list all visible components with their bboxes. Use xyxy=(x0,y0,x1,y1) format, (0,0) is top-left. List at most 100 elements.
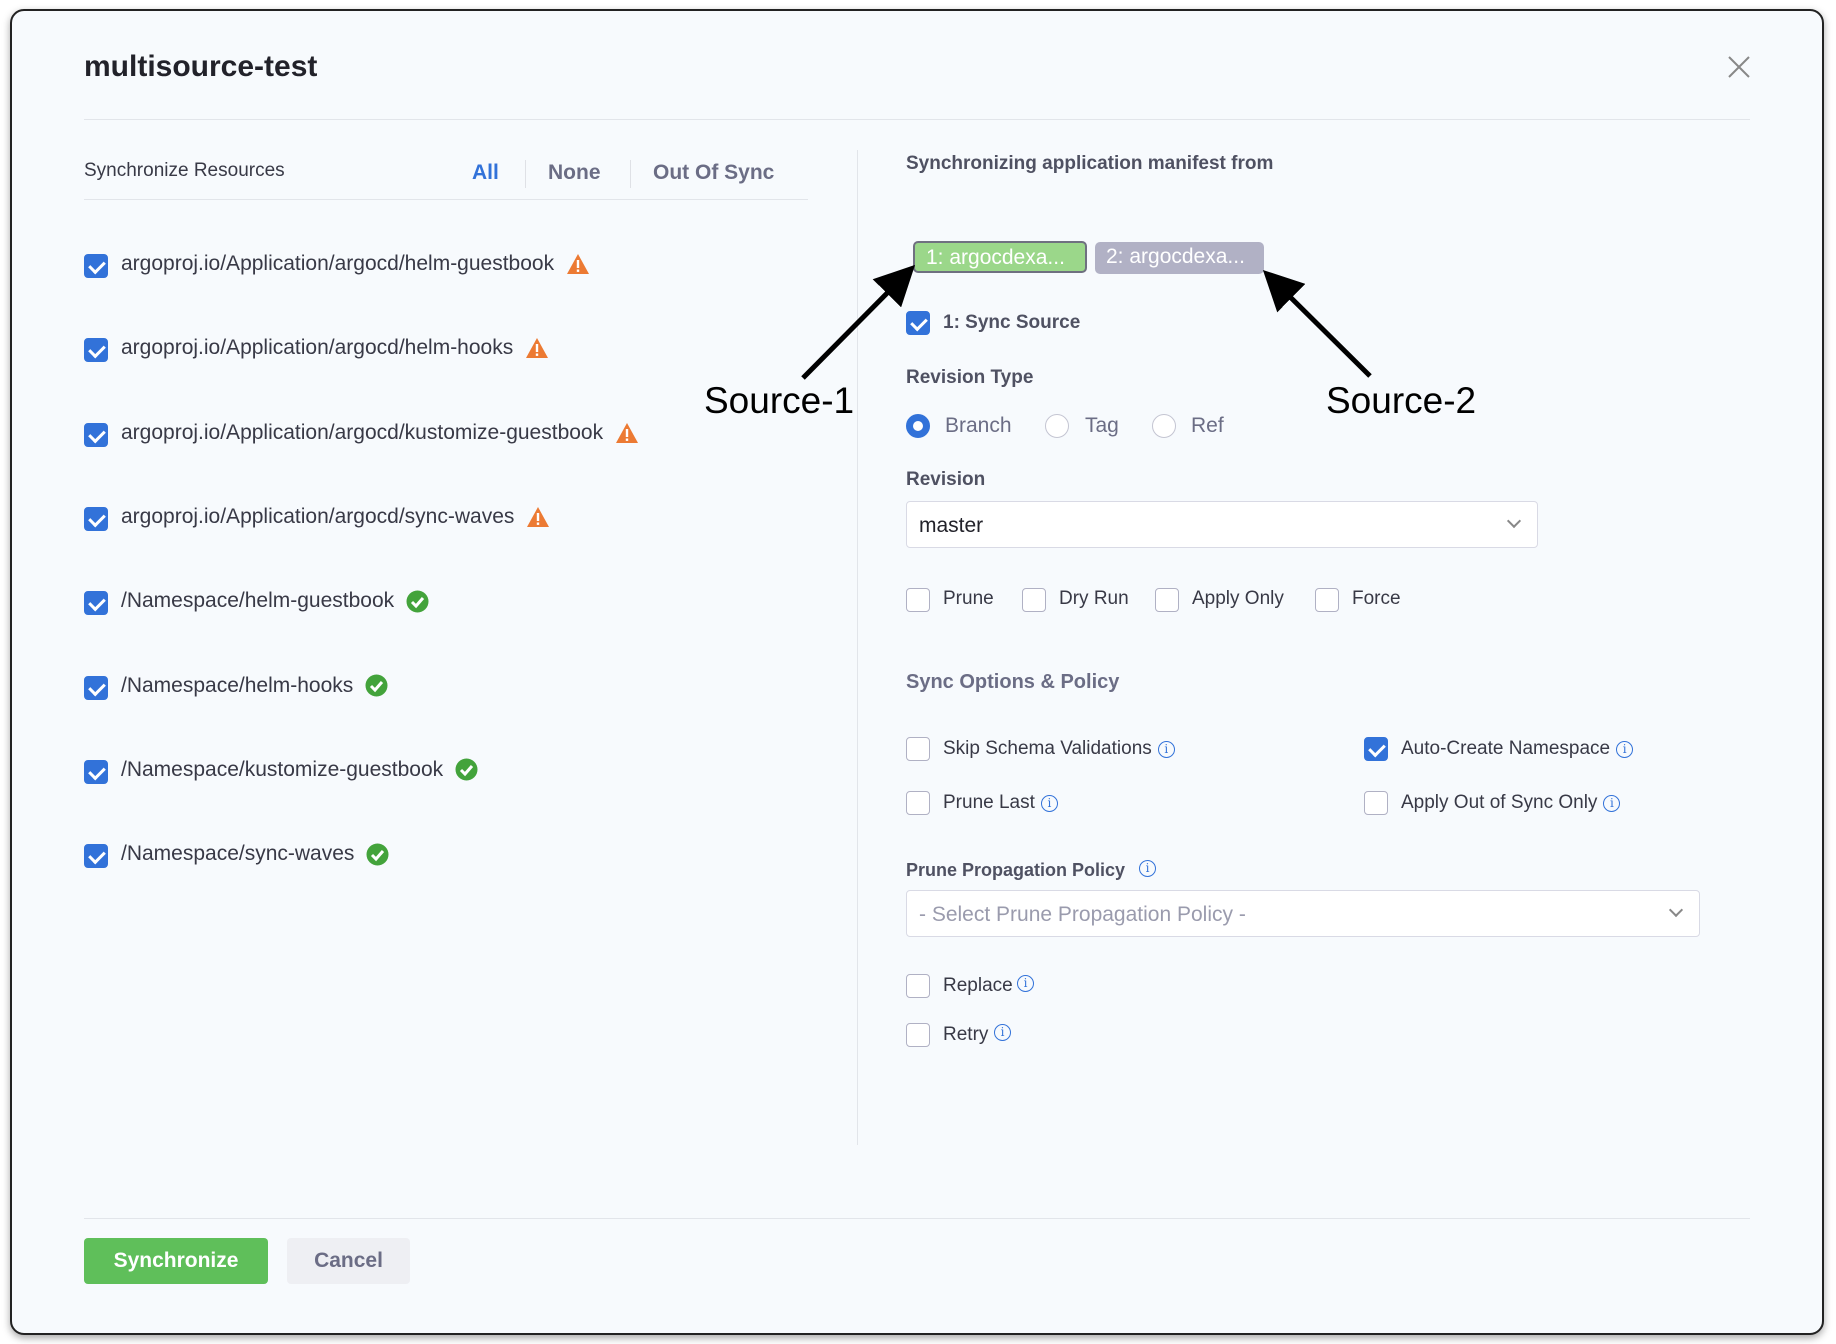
header-divider xyxy=(84,119,1750,120)
source-1-chip[interactable]: 1: argocdexa... xyxy=(913,241,1087,273)
radio-branch-label: Branch xyxy=(945,414,1012,437)
synchronize-button[interactable]: Synchronize xyxy=(84,1238,268,1284)
filter-none[interactable]: None xyxy=(548,161,601,184)
resource-name: /Namespace/kustomize-guestbook xyxy=(121,757,444,781)
filter-out-of-sync[interactable]: Out Of Sync xyxy=(653,161,775,184)
resource-name: argoproj.io/Application/argocd/kustomize… xyxy=(121,420,604,444)
revision-type-label: Revision Type xyxy=(906,367,1034,388)
revision-label: Revision xyxy=(906,469,986,490)
info-icon[interactable]: i xyxy=(1139,860,1156,877)
cancel-button[interactable]: Cancel xyxy=(287,1238,410,1284)
resource-checkbox[interactable] xyxy=(84,759,108,784)
source-2-chip[interactable]: 2: argocdexa... xyxy=(1095,242,1264,274)
flag-label: Dry Run xyxy=(1059,588,1129,609)
prune-policy-select[interactable]: - Select Prune Propagation Policy - xyxy=(906,890,1700,937)
arrow-source-2 xyxy=(1262,269,1372,378)
sync-option-checkbox[interactable] xyxy=(906,791,930,815)
flag-label: Force xyxy=(1352,588,1401,609)
replace-label: Replace xyxy=(943,975,1013,996)
info-icon[interactable]: i xyxy=(1017,975,1034,992)
resource-name: /Namespace/helm-guestbook xyxy=(121,589,395,613)
flag-label: Apply Only xyxy=(1192,588,1284,609)
column-divider xyxy=(857,150,858,1145)
flag-checkbox[interactable] xyxy=(1022,588,1046,612)
warning-icon xyxy=(526,338,549,359)
resource-item: /Namespace/sync-waves xyxy=(121,842,389,866)
resource-checkbox[interactable] xyxy=(84,844,108,869)
sync-option: Skip Schema Validations i xyxy=(943,738,1175,760)
sync-option: Apply Out of Sync Only i xyxy=(1401,792,1621,814)
info-icon[interactable]: i xyxy=(1603,794,1621,812)
resource-checkbox[interactable] xyxy=(84,422,108,447)
sync-option: Prune Last i xyxy=(943,792,1058,814)
info-icon[interactable]: i xyxy=(1040,794,1058,812)
annotation-source-1: Source-1 xyxy=(704,380,855,421)
manifest-heading: Synchronizing application manifest from xyxy=(906,153,1274,174)
filter-all[interactable]: All xyxy=(472,161,499,184)
info-icon[interactable]: i xyxy=(1616,740,1634,758)
info-icon[interactable]: i xyxy=(994,1024,1011,1041)
revision-select[interactable]: master xyxy=(906,501,1538,548)
sync-option-checkbox[interactable] xyxy=(906,737,930,761)
resource-name: argoproj.io/Application/argocd/helm-gues… xyxy=(121,252,555,275)
sync-option-label: Auto-Create Namespace xyxy=(1401,738,1611,759)
check-circle-icon xyxy=(366,843,389,866)
resource-item: /Namespace/kustomize-guestbook xyxy=(121,758,478,782)
warning-icon xyxy=(616,422,639,443)
sync-source-checkbox[interactable] xyxy=(906,311,930,335)
annotation-source-2: Source-2 xyxy=(1326,380,1477,421)
resource-item: argoproj.io/Application/argocd/kustomize… xyxy=(121,421,639,445)
arrow-source-1 xyxy=(801,264,916,380)
tab-divider xyxy=(525,160,526,188)
replace-checkbox[interactable] xyxy=(906,974,930,998)
radio-tag[interactable] xyxy=(1045,414,1069,438)
resource-checkbox[interactable] xyxy=(84,675,108,700)
flag-checkbox[interactable] xyxy=(1315,588,1339,612)
info-icon[interactable]: i xyxy=(1157,740,1175,758)
sync-option-label: Apply Out of Sync Only xyxy=(1401,792,1598,813)
resource-name: argoproj.io/Application/argocd/helm-hook… xyxy=(121,336,514,360)
prune-policy-label: Prune Propagation Policy xyxy=(906,860,1126,880)
resource-item: argoproj.io/Application/argocd/helm-gues… xyxy=(121,252,590,276)
tab-divider xyxy=(630,160,631,188)
flag-label: Prune xyxy=(943,588,994,609)
footer-divider xyxy=(84,1218,1750,1219)
radio-branch[interactable] xyxy=(906,414,930,438)
check-circle-icon xyxy=(406,590,429,613)
sync-option-checkbox[interactable] xyxy=(1364,737,1388,761)
resource-checkbox[interactable] xyxy=(84,591,108,616)
resource-item: /Namespace/helm-guestbook xyxy=(121,589,429,613)
retry-checkbox[interactable] xyxy=(906,1023,930,1047)
warning-icon xyxy=(527,506,550,527)
sync-source-label: 1: Sync Source xyxy=(943,312,1081,333)
resource-checkbox[interactable] xyxy=(84,338,108,363)
prune-policy-placeholder: - Select Prune Propagation Policy - xyxy=(919,903,1246,926)
sync-option-checkbox[interactable] xyxy=(1364,791,1388,815)
resource-checkbox[interactable] xyxy=(84,254,108,278)
check-circle-icon xyxy=(365,674,388,697)
sync-option-label: Prune Last xyxy=(943,792,1035,813)
resource-name: argoproj.io/Application/argocd/sync-wave… xyxy=(121,504,515,528)
dialog-title: multisource-test xyxy=(84,50,318,83)
resource-name: /Namespace/helm-hooks xyxy=(121,673,354,697)
resource-name: /Namespace/sync-waves xyxy=(121,842,355,866)
resources-heading: Synchronize Resources xyxy=(84,160,285,181)
sync-options-heading: Sync Options & Policy xyxy=(906,671,1120,693)
check-circle-icon xyxy=(455,758,478,781)
warning-icon xyxy=(567,254,590,274)
radio-tag-label: Tag xyxy=(1085,414,1119,437)
filter-divider xyxy=(84,199,808,200)
flag-checkbox[interactable] xyxy=(906,588,930,612)
close-icon[interactable] xyxy=(1726,54,1752,80)
flag-checkbox[interactable] xyxy=(1155,588,1179,612)
revision-value: master xyxy=(919,514,984,537)
resource-checkbox[interactable] xyxy=(84,506,108,531)
retry-label: Retry xyxy=(943,1024,989,1045)
radio-ref[interactable] xyxy=(1152,414,1176,438)
resource-item: /Namespace/helm-hooks xyxy=(121,674,388,698)
resource-item: argoproj.io/Application/argocd/sync-wave… xyxy=(121,505,550,529)
sync-dialog xyxy=(10,9,1824,1335)
sync-option: Auto-Create Namespace i xyxy=(1401,738,1634,760)
radio-ref-label: Ref xyxy=(1191,414,1224,437)
